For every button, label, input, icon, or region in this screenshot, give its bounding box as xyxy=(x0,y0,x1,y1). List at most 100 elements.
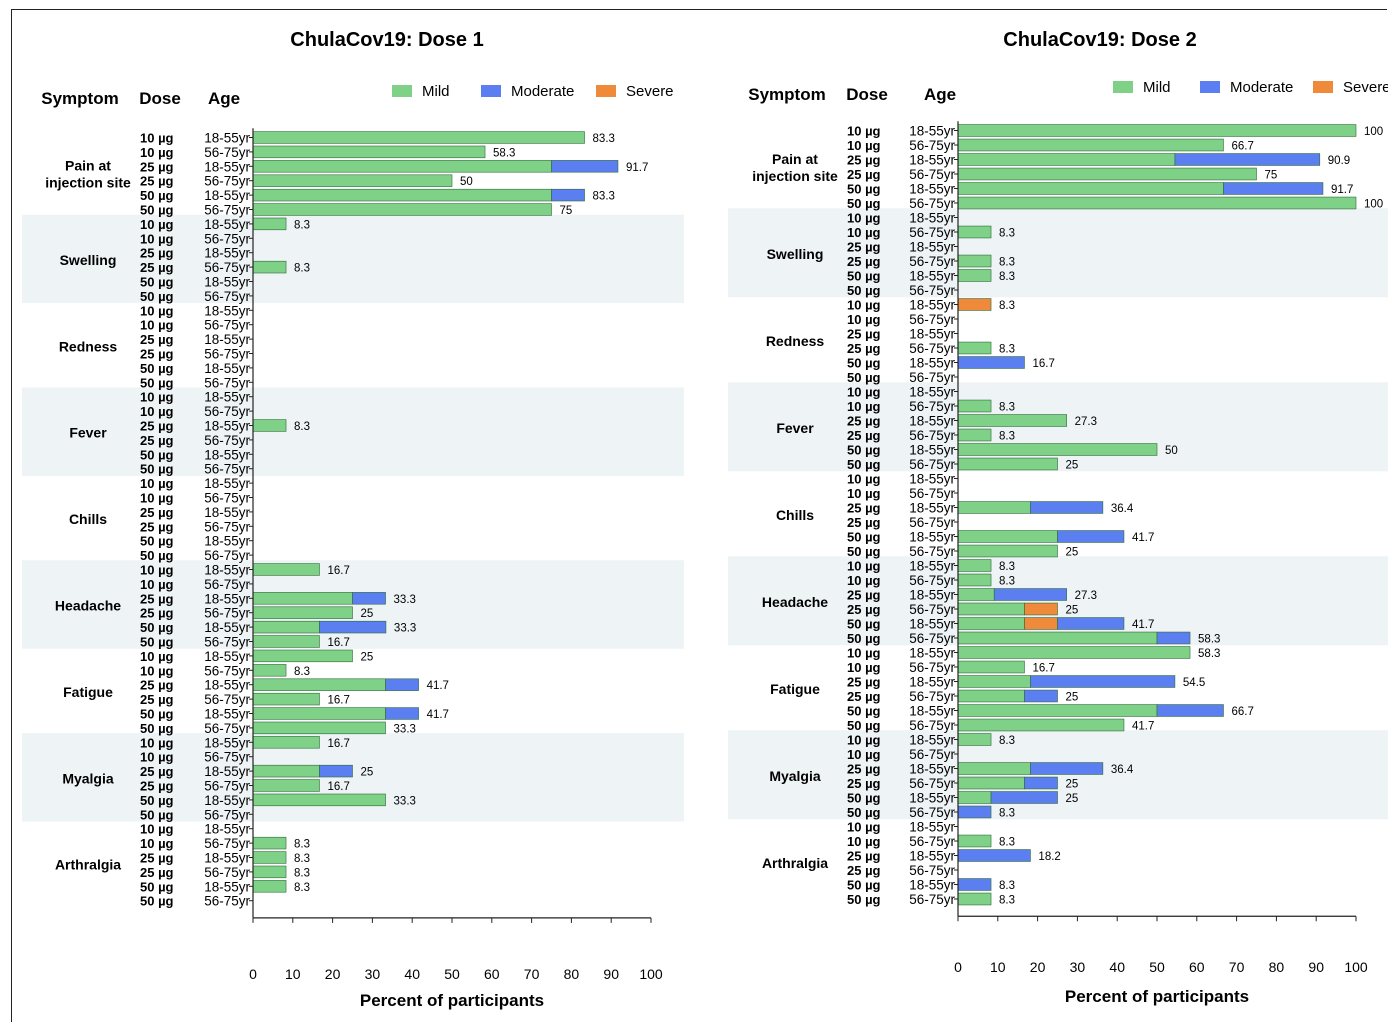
symptom-label: Headache xyxy=(762,594,828,610)
chart-panel-2: ChulaCov19: Dose 2 Symptom Dose Age Mild Mode… xyxy=(728,29,1388,1006)
dose-label: 10 µg xyxy=(847,124,881,139)
dose-label: 10 µg xyxy=(847,573,881,588)
dose-label: 25 µg xyxy=(140,591,174,606)
age-label: 56-75yr xyxy=(909,370,955,385)
age-label: 18-55yr xyxy=(909,588,955,603)
chart-title: ChulaCov19: Dose 2 xyxy=(1003,29,1196,51)
dose-label: 50 µg xyxy=(140,289,174,304)
age-label: 18-55yr xyxy=(204,879,250,894)
symptom-label-line: Chills xyxy=(776,507,814,523)
age-label: 18-55yr xyxy=(204,476,250,491)
age-label: 56-75yr xyxy=(909,167,955,182)
symptom-label: Pain at injection site xyxy=(752,151,838,184)
bar-moderate xyxy=(1057,617,1125,630)
bar-moderate xyxy=(1030,675,1176,688)
dose-label: 10 µg xyxy=(140,390,174,405)
value-label: 8.3 xyxy=(999,576,1015,588)
dose-label: 10 µg xyxy=(847,385,881,400)
symptom-label-line: Headache xyxy=(762,594,828,610)
legend-label-severe: Severe xyxy=(1343,79,1388,96)
dose-label: 50 µg xyxy=(140,361,174,376)
dose-label: 10 µg xyxy=(847,834,881,849)
legend-swatch-moderate xyxy=(481,85,501,97)
age-label: 56-75yr xyxy=(909,225,955,240)
value-label: 90.9 xyxy=(1328,155,1350,167)
x-tick-label: 20 xyxy=(1030,959,1046,975)
value-label: 83.3 xyxy=(593,133,615,145)
value-label: 16.7 xyxy=(1032,663,1054,675)
age-label: 56-75yr xyxy=(204,318,250,333)
dose-label: 10 µg xyxy=(847,747,881,762)
dose-label: 10 µg xyxy=(140,231,174,246)
age-label: 56-75yr xyxy=(909,254,955,269)
dose-header: Dose xyxy=(139,89,181,108)
symptom-band xyxy=(728,208,1388,298)
x-tick-label: 50 xyxy=(1149,959,1165,975)
dose-label: 25 µg xyxy=(140,246,174,261)
legend-swatch-mild xyxy=(1113,81,1133,93)
dose-label: 25 µg xyxy=(140,779,174,794)
age-label: 56-75yr xyxy=(909,689,955,704)
age-label: 56-75yr xyxy=(204,433,250,448)
x-tick-label: 80 xyxy=(1269,959,1285,975)
age-label: 56-75yr xyxy=(909,747,955,762)
age-label: 18-55yr xyxy=(909,733,955,748)
dose-label: 50 µg xyxy=(847,356,881,371)
age-label: 18-55yr xyxy=(909,791,955,806)
symptom-label-line: Swelling xyxy=(767,246,824,262)
bar-moderate xyxy=(385,707,419,720)
age-label: 18-55yr xyxy=(204,505,250,520)
dose-label: 25 µg xyxy=(847,863,881,878)
age-label: 18-55yr xyxy=(204,707,250,722)
value-label: 25 xyxy=(1066,547,1079,559)
value-label: 58.3 xyxy=(1198,634,1220,646)
bar-moderate xyxy=(1223,182,1324,195)
legend-label-moderate: Moderate xyxy=(1230,79,1293,96)
age-label: 56-75yr xyxy=(204,692,250,707)
symptom-label: Myalgia xyxy=(769,768,821,784)
dose-label: 10 µg xyxy=(140,735,174,750)
value-label: 16.7 xyxy=(327,637,349,649)
figure-frame xyxy=(11,9,1387,1022)
value-label: 83.3 xyxy=(593,191,615,203)
value-label: 41.7 xyxy=(427,709,449,721)
value-label: 8.3 xyxy=(294,421,310,433)
legend-swatch-mild xyxy=(392,85,412,97)
dose-label: 50 µg xyxy=(847,457,881,472)
x-tick-label: 100 xyxy=(639,966,663,982)
dose-label: 50 µg xyxy=(847,878,881,893)
dose-label: 50 µg xyxy=(847,718,881,733)
age-label: 56-75yr xyxy=(204,145,250,160)
age-label: 56-75yr xyxy=(204,231,250,246)
age-label: 18-55yr xyxy=(204,591,250,606)
dose-label: 25 µg xyxy=(140,519,174,534)
age-label: 18-55yr xyxy=(909,501,955,516)
dose-label: 50 µg xyxy=(140,548,174,563)
symptom-band xyxy=(728,382,1388,472)
age-label: 56-75yr xyxy=(909,312,955,327)
symptom-label-line: Fatigue xyxy=(63,684,113,700)
age-label: 18-55yr xyxy=(909,530,955,545)
age-label: 56-75yr xyxy=(909,805,955,820)
bar-moderate xyxy=(352,592,386,605)
dose-label: 50 µg xyxy=(140,635,174,650)
age-label: 56-75yr xyxy=(204,404,250,419)
x-tick-label: 30 xyxy=(1070,959,1086,975)
dose-label: 10 µg xyxy=(140,145,174,160)
dose-label: 25 µg xyxy=(847,515,881,530)
dose-label: 10 µg xyxy=(847,211,881,226)
dose-label: 50 µg xyxy=(847,196,881,211)
value-label: 66.7 xyxy=(1231,706,1253,718)
dose-label: 25 µg xyxy=(140,505,174,520)
x-axis-title: Percent of participants xyxy=(360,991,544,1010)
age-label: 18-55yr xyxy=(204,303,250,318)
symptom-label: Redness xyxy=(59,338,118,354)
dose-label: 10 µg xyxy=(847,312,881,327)
dose-label: 50 µg xyxy=(140,447,174,462)
dose-label: 50 µg xyxy=(847,370,881,385)
value-label: 25 xyxy=(1066,779,1079,791)
value-label: 16.7 xyxy=(327,565,349,577)
age-label: 18-55yr xyxy=(204,217,250,232)
x-tick-label: 40 xyxy=(404,966,420,982)
